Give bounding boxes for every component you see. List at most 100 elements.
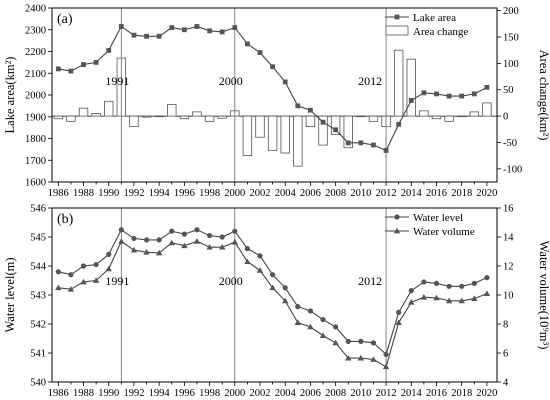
- bar: [192, 111, 202, 117]
- data-point: [244, 41, 250, 47]
- y-tick-label: 540: [30, 378, 46, 389]
- bar: [217, 115, 227, 119]
- y-tick-label: 545: [30, 233, 46, 244]
- x-tick-label: 2020: [476, 388, 497, 399]
- y-tick-label: 2400: [25, 4, 46, 15]
- data-point: [130, 246, 138, 253]
- data-point: [93, 261, 99, 268]
- x-tick-label: 1996: [174, 388, 195, 399]
- data-point: [232, 25, 238, 30]
- data-point: [270, 272, 276, 278]
- y-tick-label: 544: [30, 262, 47, 273]
- data-point: [396, 309, 402, 315]
- annotation-2000: 2000: [219, 274, 243, 288]
- annotation-2012: 2012: [358, 274, 382, 288]
- bar: [330, 115, 341, 135]
- legend-label: Water level: [413, 212, 463, 224]
- y2-tick-label: 4: [503, 378, 509, 389]
- legend-marker: [394, 14, 400, 20]
- data-point: [80, 278, 87, 285]
- bar: [141, 115, 152, 118]
- data-point: [421, 90, 427, 96]
- data-point: [156, 237, 162, 243]
- data-point: [370, 340, 377, 346]
- bar: [78, 107, 89, 117]
- data-point: [320, 119, 326, 125]
- data-point: [92, 277, 100, 283]
- data-point: [168, 239, 175, 246]
- data-point: [333, 324, 339, 330]
- data-point: [358, 338, 364, 344]
- y2-tick-label: 16: [503, 204, 514, 215]
- y-tick-label: 541: [30, 349, 46, 360]
- bar: [444, 115, 454, 122]
- data-point: [458, 297, 465, 304]
- data-point: [345, 338, 351, 344]
- data-point: [383, 148, 389, 153]
- data-point: [118, 24, 124, 29]
- y2-axis-title: Water volume(10⁹m³): [537, 241, 550, 350]
- y-tick-label: 546: [30, 204, 46, 215]
- data-point: [345, 140, 351, 146]
- data-point: [131, 235, 137, 242]
- data-point: [143, 237, 150, 243]
- bar: [419, 110, 429, 117]
- data-point: [421, 279, 427, 285]
- x-tick-label: 1992: [123, 188, 144, 199]
- bar: [66, 115, 76, 122]
- bar: [457, 115, 467, 118]
- x-tick-label: 2000: [224, 388, 245, 399]
- legend-label: Area change: [413, 26, 468, 38]
- data-point: [420, 293, 428, 300]
- data-point: [282, 297, 289, 304]
- data-point: [371, 142, 376, 148]
- data-point: [156, 33, 162, 39]
- data-point: [358, 140, 364, 146]
- bar: [179, 115, 190, 120]
- y-tick-label: 2100: [25, 69, 46, 80]
- data-point: [80, 263, 87, 269]
- data-point: [459, 93, 465, 99]
- y-tick-label: 1700: [25, 156, 46, 167]
- x-tick-label: 2008: [325, 188, 346, 199]
- x-tick-label: 1994: [149, 188, 171, 199]
- data-point: [395, 319, 402, 325]
- data-point: [231, 238, 238, 245]
- y2-tick-label: 150: [503, 33, 519, 44]
- data-point: [446, 93, 452, 99]
- x-tick-label: 1990: [98, 188, 119, 199]
- bar: [242, 115, 253, 157]
- data-point: [118, 238, 125, 244]
- x-tick-label: 2006: [300, 388, 321, 399]
- x-tick-label: 2014: [401, 188, 423, 199]
- x-tick-label: 1994: [149, 388, 171, 399]
- x-tick-label: 1990: [98, 388, 119, 399]
- data-point: [408, 98, 414, 103]
- x-tick-label: 2012: [376, 388, 397, 399]
- x-tick-label: 2018: [451, 388, 472, 399]
- data-point: [434, 91, 439, 97]
- bar: [167, 104, 177, 117]
- series-water-level: [55, 227, 490, 358]
- bar: [406, 58, 416, 117]
- y2-tick-label: -50: [503, 138, 517, 149]
- data-point: [155, 249, 163, 256]
- data-point: [270, 64, 276, 70]
- data-point: [484, 275, 490, 281]
- data-point: [319, 332, 327, 338]
- data-point: [256, 267, 264, 273]
- y-axis-title: Lake area(km²): [3, 57, 17, 134]
- y2-tick-label: 200: [503, 6, 519, 17]
- data-point: [396, 121, 402, 127]
- y2-tick-label: 12: [503, 262, 514, 273]
- data-point: [269, 284, 276, 291]
- data-point: [333, 127, 339, 133]
- x-tick-label: 2010: [350, 188, 371, 199]
- y-axis-title: Water level(m): [3, 258, 17, 333]
- data-point: [219, 234, 225, 240]
- data-point: [459, 283, 465, 289]
- bar: [368, 115, 379, 122]
- bar: [91, 113, 101, 117]
- x-tick-label: 1998: [199, 388, 220, 399]
- x-tick-label: 2020: [476, 188, 497, 199]
